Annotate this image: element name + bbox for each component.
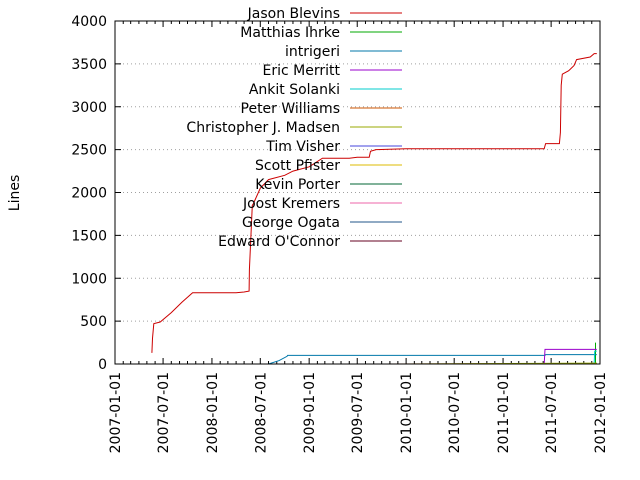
x-tick-label: 2008-01-01 xyxy=(205,372,221,453)
legend-label: Peter Williams xyxy=(241,101,340,117)
y-tick-label: 3000 xyxy=(71,100,107,116)
x-tick-label: 2009-07-01 xyxy=(350,372,366,453)
legend-label: Christopher J. Madsen xyxy=(186,120,340,136)
series-line xyxy=(151,53,597,353)
x-tick-label: 2010-01-01 xyxy=(399,372,415,453)
legend-label: Kevin Porter xyxy=(255,177,340,193)
legend-label: Joost Kremers xyxy=(242,196,340,212)
y-tick-label: 1000 xyxy=(71,271,107,287)
legend-label: intrigeri xyxy=(285,44,340,60)
series-line xyxy=(268,354,597,365)
x-tick-label: 2008-07-01 xyxy=(253,372,269,453)
y-tick-label: 1500 xyxy=(71,228,107,244)
y-tick-label: 500 xyxy=(80,314,107,330)
plot-frame xyxy=(114,20,601,365)
legend-label: Matthias Ihrke xyxy=(240,25,340,41)
y-tick-label: 4000 xyxy=(71,14,107,30)
legend-label: Tim Visher xyxy=(265,139,340,155)
x-tick-label: 2009-01-01 xyxy=(302,372,318,453)
x-tick-label: 2007-07-01 xyxy=(156,372,172,453)
legend-label: Scott Pfister xyxy=(255,158,340,174)
y-tick-label: 2500 xyxy=(71,143,107,159)
x-axis-ticks: 2007-01-01 2007-07-01 2008-01-01 2008-07-01… xyxy=(108,21,609,453)
gridlines xyxy=(115,63,600,322)
x-tick-label: 2010-07-01 xyxy=(447,372,463,453)
x-tick-label: 2011-01-01 xyxy=(496,372,512,453)
legend-label: George Ogata xyxy=(242,215,340,231)
y-tick-label: 3500 xyxy=(71,57,107,73)
y-tick-label: 0 xyxy=(98,357,107,373)
legend-label: Edward O'Connor xyxy=(218,234,340,250)
legend-label: Ankit Solanki xyxy=(249,82,340,98)
x-tick-label: 2007-01-01 xyxy=(108,372,124,453)
y-tick-label: 2000 xyxy=(71,186,107,202)
x-tick-label: 2011-07-01 xyxy=(544,372,560,453)
legend-label: Jason Blevins xyxy=(247,6,340,22)
series-lines xyxy=(151,53,597,365)
y-axis-label: Lines xyxy=(7,175,23,211)
legend: Jason Blevins Matthias Ihrke intrigeri Eric… xyxy=(186,6,402,250)
x-tick-label: 2012-01-01 xyxy=(593,372,609,453)
y-axis-ticks: 0 500 1000 1500 2000 2500 3000 3500 4000 xyxy=(71,14,600,373)
legend-label: Eric Merritt xyxy=(263,63,341,79)
